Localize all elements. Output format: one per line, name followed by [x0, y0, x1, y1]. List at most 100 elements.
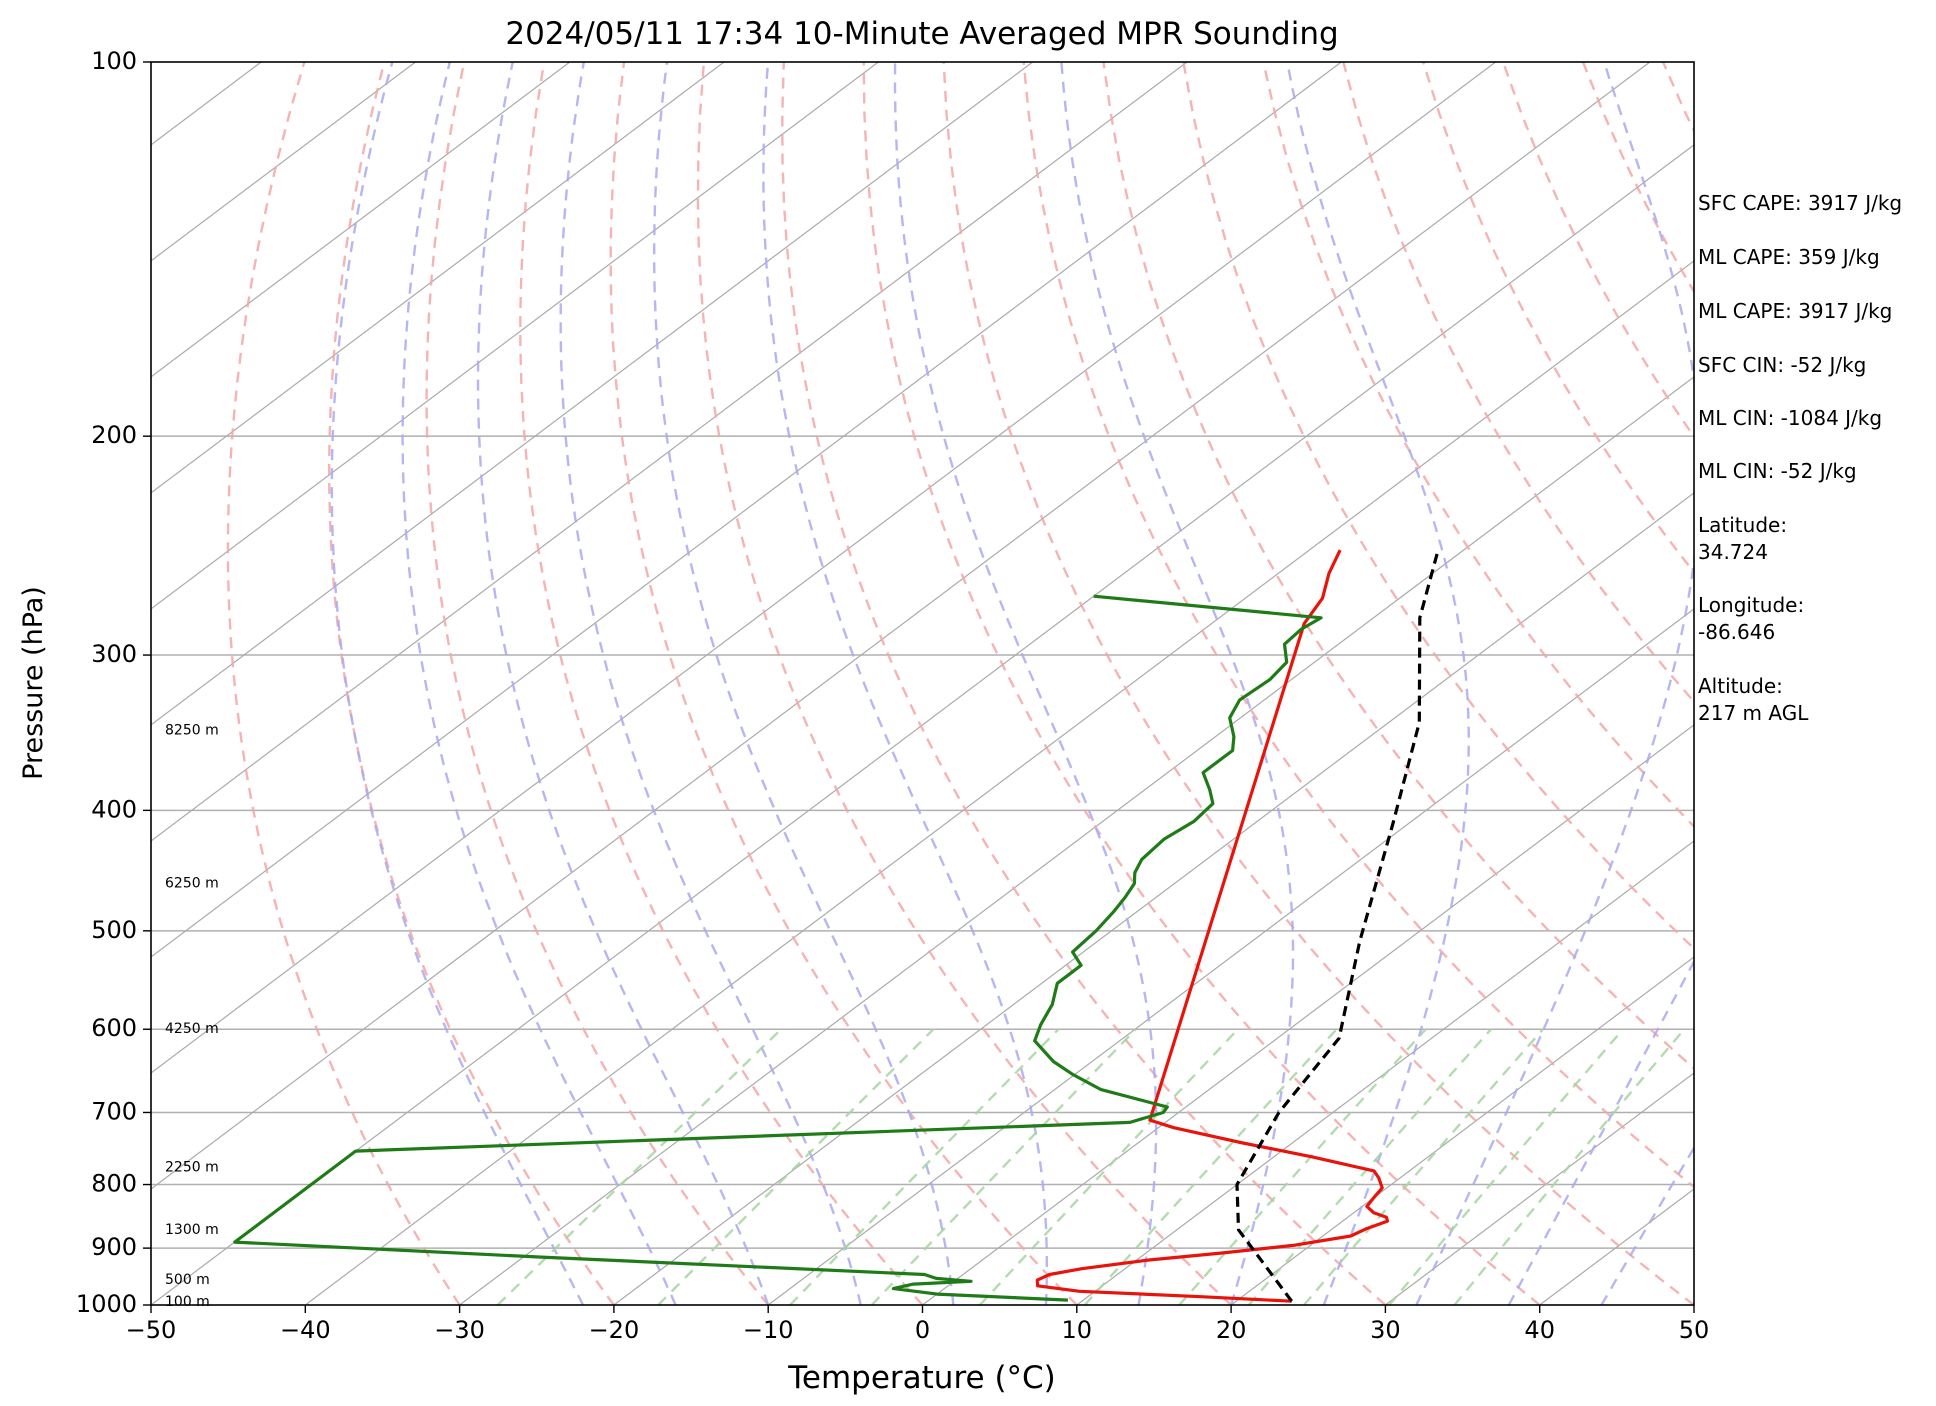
- moist-adiabat: [330, 62, 585, 1305]
- height-label: 2250 m: [165, 1159, 219, 1175]
- x-tick-label: −30: [434, 1316, 485, 1344]
- x-tick-label: −50: [126, 1316, 177, 1344]
- dry-adiabat: [425, 62, 770, 1305]
- x-tick-label: 20: [1216, 1316, 1247, 1344]
- info-panel-longitude: Longitude: -86.646: [1698, 593, 1805, 644]
- info-panel-ml-cin-2: ML CIN: -52 J/kg: [1698, 459, 1857, 483]
- dry-adiabat: [1022, 62, 1694, 1189]
- info-panel-ml-cape: ML CAPE: 359 J/kg: [1698, 245, 1880, 269]
- isotherm-line: [151, 62, 879, 610]
- y-tick-label: 200: [91, 421, 137, 449]
- moist-adiabat: [1415, 62, 1694, 1305]
- moist-adiabat: [1060, 62, 1295, 1305]
- info-panel-latitude: Latitude: 34.724: [1698, 513, 1788, 564]
- x-tick-label: −20: [589, 1316, 640, 1344]
- mixing-ratio-line: [1453, 1028, 1686, 1305]
- mixing-ratio-line: [496, 1028, 783, 1305]
- info-panel-ml-cin: ML CIN: -1084 J/kg: [1698, 406, 1883, 430]
- dry-adiabat: [1342, 62, 1694, 704]
- y-tick-label: 300: [91, 640, 137, 668]
- moist-adiabat: [401, 62, 677, 1305]
- dry-adiabat: [1102, 62, 1694, 1070]
- dry-adiabat: [781, 62, 1387, 1305]
- isotherm-line: [151, 144, 1694, 1305]
- moist-adiabat: [893, 62, 1158, 1305]
- isotherm-line: [151, 62, 1496, 1074]
- info-panel-sfc-cape: SFC CAPE: 3917 J/kg: [1698, 191, 1903, 215]
- mixing-ratio-line: [1247, 1028, 1492, 1305]
- moist-adiabat: [1600, 1145, 1694, 1305]
- isotherm-line: [151, 62, 1651, 1190]
- x-axis-label: Temperature (°C): [787, 1360, 1056, 1396]
- dry-adiabat: [862, 62, 1541, 1305]
- mixing-ratio-line: [789, 1028, 1060, 1305]
- height-label: 1300 m: [165, 1222, 219, 1238]
- dry-adiabat: [519, 62, 924, 1305]
- x-tick-label: 30: [1370, 1316, 1401, 1344]
- isotherm-line: [613, 492, 1694, 1305]
- dry-adiabat: [942, 62, 1694, 1305]
- x-tick-label: 10: [1062, 1316, 1093, 1344]
- y-tick-label: 600: [91, 1014, 137, 1042]
- dry-adiabat: [1903, 62, 1936, 1305]
- info-panel-ml-cape-2: ML CAPE: 3917 J/kg: [1698, 299, 1893, 323]
- moist-adiabat: [1507, 959, 1694, 1305]
- isotherm-line: [151, 62, 1342, 958]
- y-tick-label: 700: [91, 1097, 137, 1125]
- isotherm-line: [922, 724, 1694, 1305]
- mixing-ratio-line: [1178, 1028, 1427, 1305]
- dry-adiabat: [1262, 62, 1694, 829]
- height-label: 500 m: [165, 1272, 210, 1288]
- moist-adiabat: [476, 62, 770, 1305]
- x-tick-label: 40: [1524, 1316, 1555, 1344]
- moist-adiabat: [653, 62, 955, 1305]
- temperature-profile: [1035, 549, 1390, 1303]
- x-tick-label: 0: [915, 1316, 930, 1344]
- moist-adiabat: [1286, 62, 1471, 1305]
- isotherm-line: [1230, 956, 1694, 1305]
- moist-adiabat: [559, 62, 862, 1305]
- dry-adiabat: [696, 62, 1232, 1305]
- y-tick-label: 800: [91, 1170, 137, 1198]
- isotherm-line: [1076, 840, 1694, 1305]
- isotherm-line: [151, 62, 571, 378]
- y-axis-label: Pressure (hPa): [18, 586, 49, 780]
- info-panel-altitude: Altitude: 217 m AGL: [1698, 674, 1809, 725]
- moist-adiabat: [762, 62, 1048, 1305]
- background-lines: [151, 62, 1936, 1305]
- height-label: 8250 m: [165, 723, 219, 739]
- isotherm-line: [151, 62, 1188, 842]
- isotherm-line: [767, 608, 1694, 1305]
- x-tick-label: −10: [743, 1316, 794, 1344]
- mixing-ratio-line: [1303, 1028, 1544, 1305]
- isotherm-line: [304, 260, 1694, 1305]
- height-label: 6250 m: [165, 875, 219, 891]
- y-tick-label: 100: [91, 47, 137, 75]
- height-label: 4250 m: [165, 1021, 219, 1037]
- mixing-ratio-line: [1388, 1028, 1625, 1305]
- info-panel-sfc-cin: SFC CIN: -52 J/kg: [1698, 353, 1867, 377]
- x-tick-label: 50: [1679, 1316, 1710, 1344]
- chart-title: 2024/05/11 17:34 10-Minute Averaged MPR …: [505, 16, 1338, 52]
- dry-adiabat: [609, 62, 1078, 1305]
- isotherm-line: [1385, 1072, 1694, 1305]
- y-tick-label: 400: [91, 795, 137, 823]
- y-tick-label: 1000: [76, 1290, 137, 1318]
- axis-ticks: −50 −40 −30 −20 −10 0 10 20 30 40 50 100 200 300 400 50…: [76, 47, 1709, 1344]
- parcel-profile: [1235, 551, 1440, 1303]
- dry-adiabat: [226, 62, 461, 1305]
- y-tick-label: 500: [91, 916, 137, 944]
- y-tick-label: 900: [91, 1233, 137, 1261]
- isotherm-line: [151, 62, 1034, 726]
- sounding-profiles: [233, 549, 1440, 1303]
- isotherm-line: [151, 62, 416, 262]
- dry-adiabat: [327, 62, 615, 1305]
- plot-frame: [150, 61, 1695, 1306]
- dewpoint-profile: [233, 594, 1323, 1302]
- isotherm-line: [151, 62, 725, 494]
- height-labels: 8250 m 6250 m 4250 m 2250 m 1300 m 500 m 100 m: [165, 723, 219, 1310]
- height-label: 100 m: [165, 1294, 210, 1310]
- x-tick-label: −40: [280, 1316, 331, 1344]
- mixing-ratio-line: [1083, 1028, 1338, 1305]
